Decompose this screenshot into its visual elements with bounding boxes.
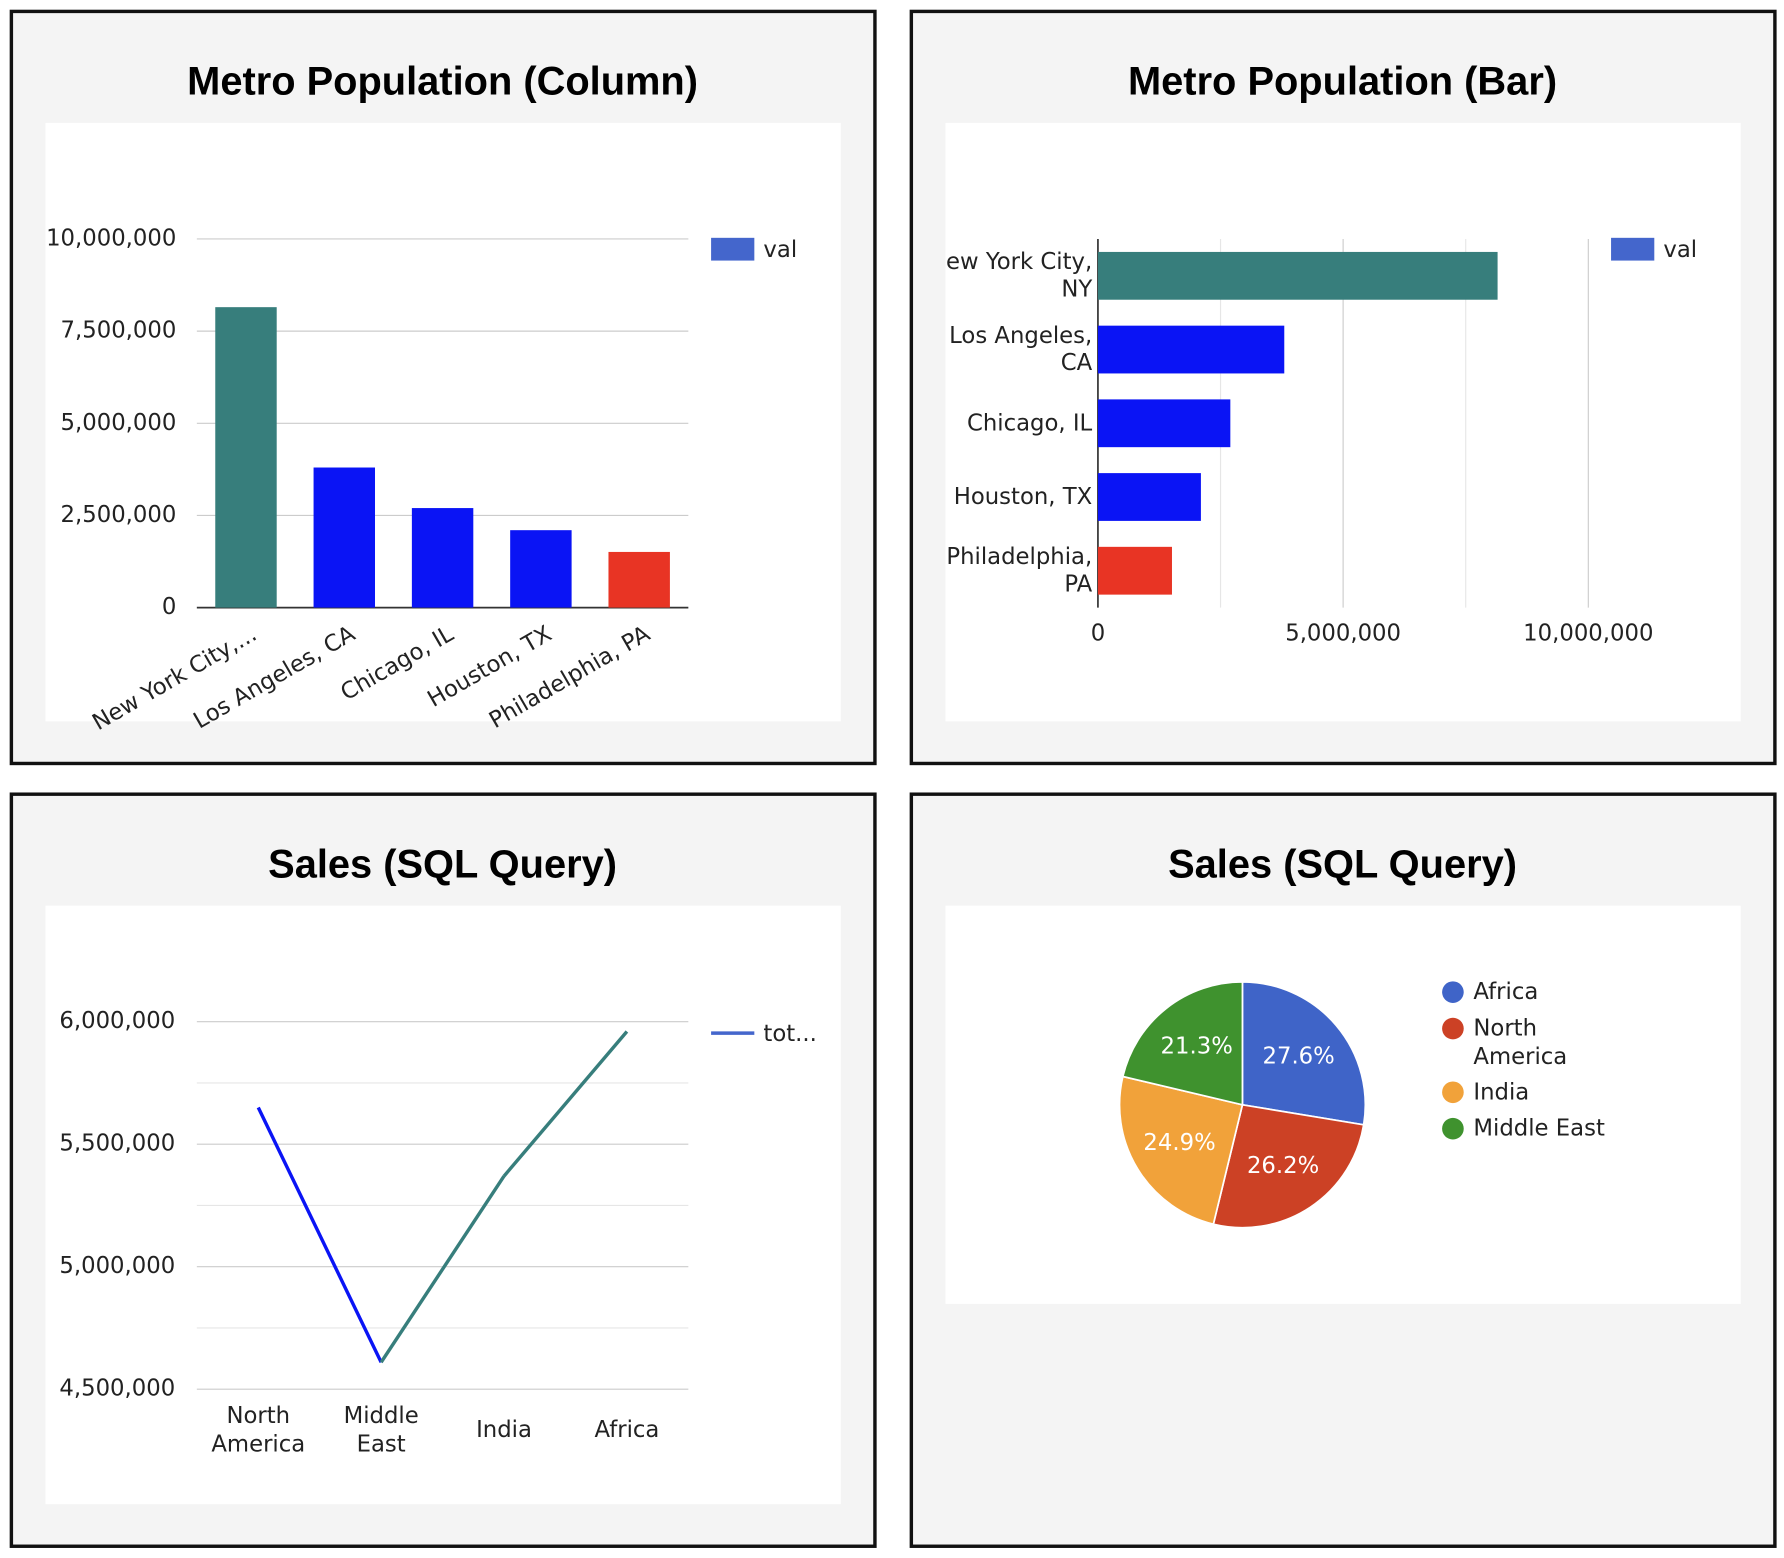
y-tick-label: 4,500,000 bbox=[59, 1376, 175, 1402]
y-tick-label: Chicago, IL bbox=[967, 410, 1093, 436]
pie-slice bbox=[1121, 981, 1244, 1106]
legend-label: India bbox=[1473, 1079, 1529, 1105]
bar bbox=[411, 508, 474, 608]
legend-swatch bbox=[1611, 237, 1655, 261]
legend-label: North America bbox=[1473, 1015, 1567, 1069]
legend-swatch bbox=[711, 237, 755, 261]
line-segment bbox=[502, 1030, 629, 1178]
legend-label: Middle East bbox=[1473, 1115, 1605, 1141]
legend-label: tot... bbox=[763, 1021, 816, 1047]
slice-label: 26.2% bbox=[1247, 1153, 1319, 1179]
x-tick-label: Africa bbox=[594, 1417, 659, 1443]
x-tick-label: 0 bbox=[1091, 620, 1105, 646]
bar bbox=[608, 551, 670, 608]
chart-area bbox=[45, 122, 841, 722]
legend-swatch bbox=[1442, 1017, 1464, 1040]
chart-title: Sales (SQL Query) bbox=[1168, 843, 1517, 887]
bar bbox=[510, 530, 572, 608]
legend-label: val bbox=[1663, 237, 1697, 263]
x-tick-label: 5,000,000 bbox=[1285, 620, 1401, 646]
bar bbox=[1097, 325, 1285, 374]
bar bbox=[1097, 399, 1231, 448]
line-segment bbox=[256, 1106, 383, 1364]
chart-title: Metro Population (Bar) bbox=[1128, 60, 1557, 104]
y-tick-label: 2,500,000 bbox=[61, 502, 177, 528]
bar bbox=[1097, 546, 1172, 595]
legend-swatch bbox=[1442, 1081, 1464, 1104]
pie-slice bbox=[1118, 1075, 1244, 1226]
slice-label: 24.9% bbox=[1143, 1130, 1215, 1156]
slice-label: 21.3% bbox=[1161, 1033, 1233, 1059]
x-tick-label: India bbox=[476, 1417, 532, 1443]
chart-title: Metro Population (Column) bbox=[187, 60, 698, 104]
legend-label: Africa bbox=[1473, 979, 1538, 1005]
pie-slice bbox=[1241, 981, 1367, 1126]
y-tick-label: New York City, NY bbox=[929, 249, 1092, 302]
pie-slice bbox=[1212, 1103, 1365, 1229]
x-tick-label: North America bbox=[211, 1402, 305, 1456]
y-tick-label: Houston, TX bbox=[954, 484, 1093, 510]
y-tick-label: Los Angeles, CA bbox=[949, 322, 1093, 375]
legend-swatch bbox=[1442, 981, 1464, 1003]
x-tick-label: Middle East bbox=[344, 1402, 419, 1456]
legend-swatch bbox=[1442, 1117, 1464, 1140]
y-tick-label: 10,000,000 bbox=[46, 225, 176, 251]
y-tick-label: 5,500,000 bbox=[59, 1131, 175, 1157]
bar bbox=[1097, 251, 1498, 300]
y-tick-label: 0 bbox=[162, 594, 176, 620]
line-segment bbox=[379, 1175, 506, 1364]
y-tick-label: Philadelphia, PA bbox=[946, 544, 1092, 597]
bar bbox=[313, 467, 376, 608]
chart-title: Sales (SQL Query) bbox=[268, 843, 617, 887]
bar bbox=[215, 307, 277, 608]
y-tick-label: 5,000,000 bbox=[61, 410, 177, 436]
y-tick-label: 7,500,000 bbox=[61, 318, 177, 344]
x-tick-label: 10,000,000 bbox=[1523, 620, 1653, 646]
y-tick-label: 6,000,000 bbox=[59, 1008, 175, 1034]
bar bbox=[1097, 473, 1201, 521]
slice-label: 27.6% bbox=[1263, 1044, 1335, 1070]
legend-label: val bbox=[763, 237, 797, 263]
y-tick-label: 5,000,000 bbox=[59, 1253, 175, 1279]
